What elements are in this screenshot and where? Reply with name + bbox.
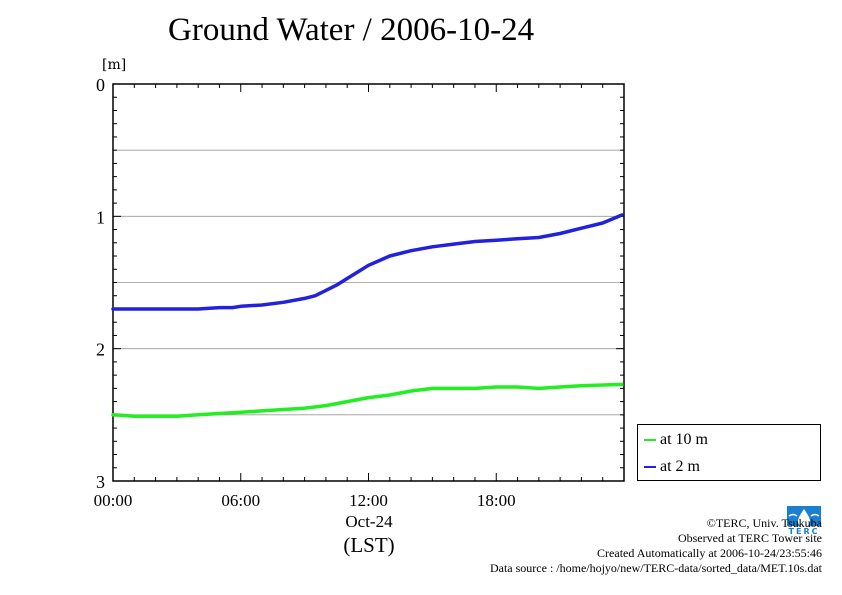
x-unit-label: (LST)	[343, 533, 394, 557]
y-tick-label: 3	[96, 472, 105, 492]
legend-label-2m: at 2 m	[660, 458, 700, 475]
x-tick-label: 18:00	[477, 491, 516, 510]
chart-title: Ground Water / 2006-10-24	[168, 12, 535, 48]
x-tick-label: 06:00	[221, 491, 260, 510]
grid-lines	[113, 149, 624, 416]
y-axis-label: [m]	[102, 57, 126, 73]
y-tick-label: 2	[96, 340, 105, 360]
copyright-text: ©TERC, Univ. Tsukuba	[706, 516, 822, 530]
series-line	[111, 382, 624, 418]
legend-swatch-2m	[644, 466, 656, 468]
x-tick-label: 00:00	[94, 491, 133, 510]
series-lines	[111, 213, 624, 418]
credits: ©TERC, Univ. Tsukuba Observed at TERC To…	[490, 516, 822, 576]
legend: at 10 m at 2 m	[637, 424, 821, 481]
terc-logo-icon: TERC	[785, 504, 823, 536]
x-tick-label: 12:00	[349, 491, 388, 510]
legend-swatch-10m	[644, 439, 656, 441]
source-text: Data source : /home/hojyo/new/TERC-data/…	[489, 561, 822, 575]
legend-label-10m: at 10 m	[660, 431, 708, 448]
x-date-label: Oct-24	[345, 512, 393, 531]
legend-item-2m: at 2 m	[644, 457, 700, 477]
series-line	[111, 213, 624, 311]
svg-text:TERC: TERC	[789, 527, 820, 536]
observed-text: Observed at TERC Tower site	[677, 531, 822, 545]
created-text: Created Automatically at 2006-10-24/23:5…	[597, 546, 822, 560]
y-tick-label: 0	[96, 75, 105, 95]
axis-ticks	[112, 83, 625, 482]
legend-item-10m: at 10 m	[644, 430, 708, 450]
y-tick-label: 1	[96, 207, 105, 227]
tick-labels: 0 1 2 300:00 06:00 12:00 18:00	[94, 75, 516, 510]
